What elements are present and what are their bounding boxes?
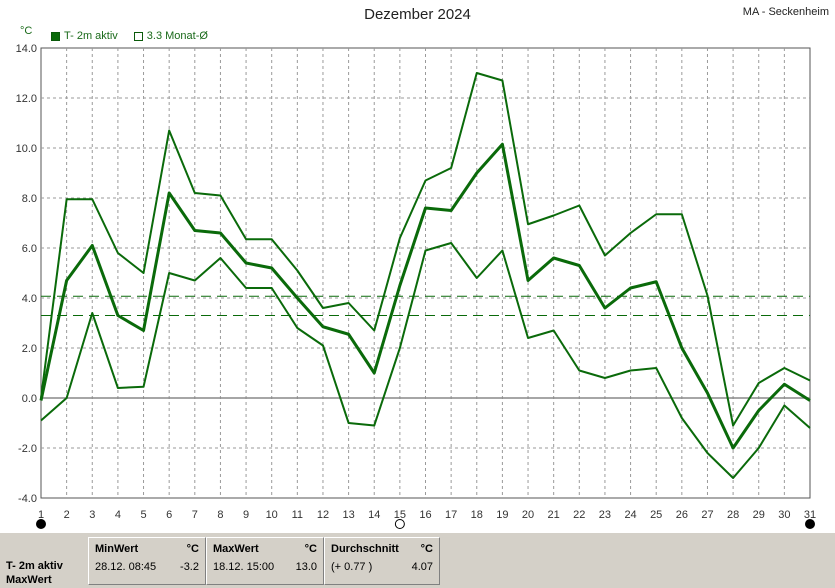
y-tick-label: -4.0 (18, 493, 37, 505)
stats-row-label: T- 2m aktiv (6, 560, 63, 572)
x-tick-label: 20 (522, 509, 534, 521)
x-tick-label: 12 (317, 509, 329, 521)
filled-square-icon (51, 31, 60, 41)
x-tick-label: 10 (266, 509, 278, 521)
legend: T- 2m aktiv 3.3 Monat-Ø (51, 30, 208, 42)
x-tick-label: 29 (753, 509, 765, 521)
x-tick-label: 8 (217, 509, 223, 521)
stats-panel: T- 2m aktiv MaxWert MinWert °C 28.12. 08… (0, 533, 835, 588)
x-tick-label: 24 (624, 509, 636, 521)
x-tick-label: 5 (140, 509, 146, 521)
x-tick-label: 31 (804, 509, 816, 521)
stat-average-unit: °C (420, 543, 433, 555)
series-line-mean (39, 142, 811, 450)
y-tick-label: 2.0 (22, 343, 37, 355)
x-tick-label: 1 (38, 509, 44, 521)
y-tick-label: 10.0 (16, 143, 37, 155)
legend-item-active[interactable]: T- 2m aktiv (51, 30, 118, 42)
legend-average-label: 3.3 Monat-Ø (146, 30, 208, 42)
stat-min-value: -3.2 (180, 561, 199, 573)
y-tick-label: 6.0 (22, 243, 37, 255)
station-name: MA - Seckenheim (742, 6, 829, 18)
x-tick-label: 17 (445, 509, 457, 521)
stat-average-header: Durchschnitt (331, 543, 399, 555)
x-tick-label: 28 (727, 509, 739, 521)
stat-min-unit: °C (186, 543, 199, 555)
x-tick-label: 18 (471, 509, 483, 521)
stats-row-label-secondary: MaxWert (6, 574, 52, 586)
stat-average-value: 4.07 (411, 561, 433, 573)
stat-max-when: 18.12. 15:00 (213, 561, 275, 573)
legend-item-average[interactable]: 3.3 Monat-Ø (133, 30, 208, 42)
x-tick-label: 15 (394, 509, 406, 521)
x-tick-label: 6 (166, 509, 172, 521)
x-tick-label: 25 (650, 509, 662, 521)
stat-average-box: Durchschnitt °C (+ 0.77 ) 4.07 (324, 537, 440, 585)
full-moon-icon (394, 519, 405, 529)
x-tick-label: 26 (676, 509, 688, 521)
chart-area: Dezember 2024 MA - Seckenheim °C T- 2m a… (16, 6, 829, 529)
new-moon-icon (805, 519, 815, 529)
x-tick-label: 19 (496, 509, 508, 521)
series-line-max (40, 72, 811, 427)
y-tick-label: 4.0 (22, 293, 37, 305)
x-tick-label: 11 (292, 509, 303, 521)
chart-title: Dezember 2024 (364, 6, 471, 23)
stat-max-box: MaxWert °C 18.12. 15:00 13.0 (206, 537, 324, 585)
x-tick-label: 4 (115, 509, 121, 521)
empty-square-icon (133, 31, 143, 41)
x-tick-label: 21 (548, 509, 560, 521)
x-tick-label: 16 (419, 509, 431, 521)
stat-max-header: MaxWert (213, 543, 259, 555)
x-tick-label: 14 (368, 509, 380, 521)
stat-average-diff: (+ 0.77 ) (331, 561, 373, 573)
stat-min-when: 28.12. 08:45 (95, 561, 157, 573)
y-tick-label: 0.0 (22, 393, 37, 405)
stat-max-value: 13.0 (295, 561, 317, 573)
x-tick-label: 30 (778, 509, 790, 521)
stat-max-unit: °C (304, 543, 317, 555)
y-tick-label: 8.0 (22, 193, 37, 205)
stat-min-box: MinWert °C 28.12. 08:45 -3.2 (88, 537, 206, 585)
y-tick-label: -2.0 (18, 443, 37, 455)
series-line-min (40, 242, 811, 479)
x-tick-label: 7 (192, 509, 198, 521)
chart-svg: -4.0-2.00.02.04.06.08.010.012.014.01 2 3 4 5… (16, 43, 816, 529)
x-tick-label: 23 (599, 509, 611, 521)
y-tick-label: 14.0 (16, 43, 37, 55)
y-axis-unit: °C (20, 25, 33, 37)
x-tick-label: 22 (573, 509, 585, 521)
x-tick-label: 3 (89, 509, 95, 521)
y-tick-label: 12.0 (16, 93, 37, 105)
stat-min-header: MinWert (95, 543, 139, 555)
x-tick-label: 27 (701, 509, 713, 521)
x-tick-label: 13 (342, 509, 354, 521)
x-tick-label: 9 (243, 509, 249, 521)
x-tick-label: 2 (64, 509, 70, 521)
legend-active-label: T- 2m aktiv (64, 30, 118, 42)
new-moon-icon (36, 519, 46, 529)
